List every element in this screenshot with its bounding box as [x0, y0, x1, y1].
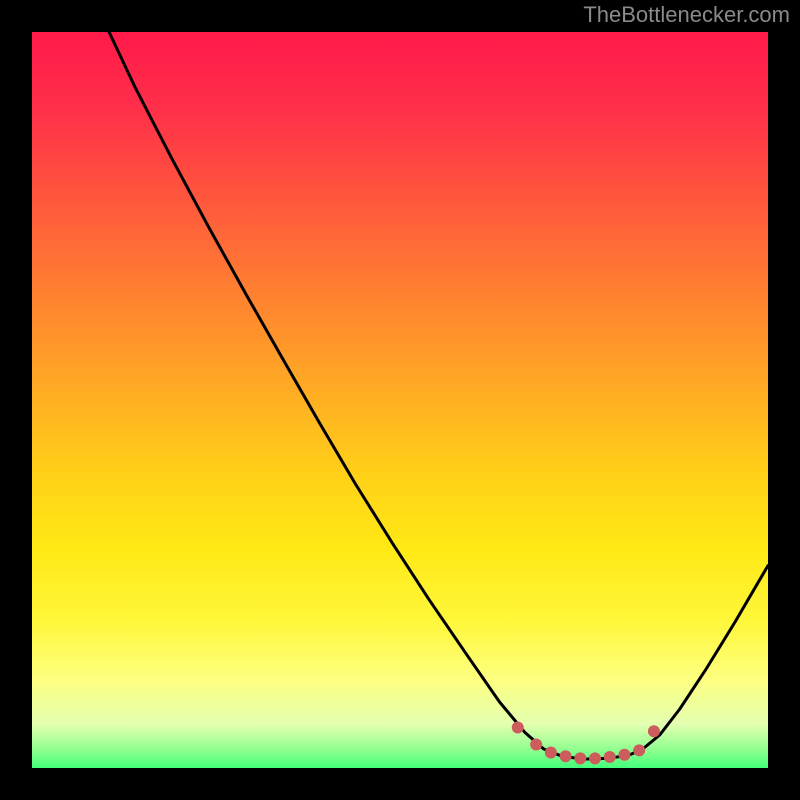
watermark-text: TheBottlenecker.com: [583, 2, 790, 28]
heatmap-gradient-area: [32, 32, 768, 768]
